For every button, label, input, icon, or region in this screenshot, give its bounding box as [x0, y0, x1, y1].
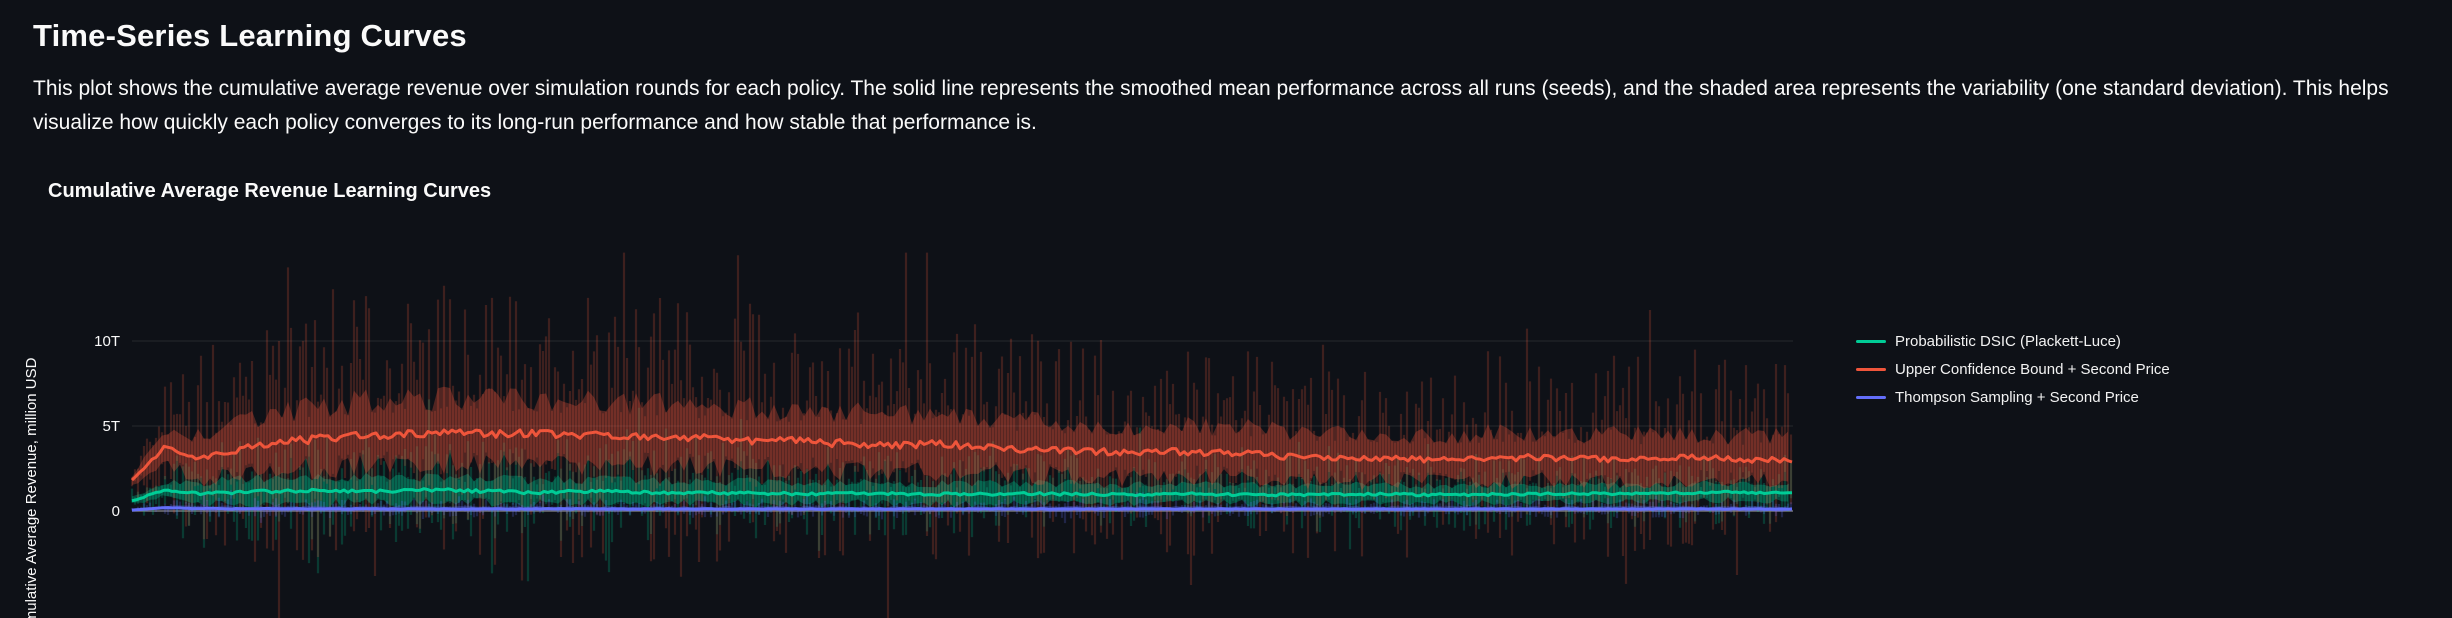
legend-item-ucb-second-price[interactable]: Upper Confidence Bound + Second Price: [1856, 361, 2170, 378]
page-title: Time-Series Learning Curves: [33, 18, 467, 53]
legend-label: Upper Confidence Bound + Second Price: [1895, 361, 2170, 378]
legend-item-probabilistic-dsic[interactable]: Probabilistic DSIC (Plackett-Luce): [1856, 333, 2170, 350]
mean-line-2: [131, 506, 1793, 512]
band-core-1: [132, 386, 1788, 491]
y-tick-label: 10T: [94, 333, 120, 350]
chart-block: Cumulative Average Revenue Learning Curv…: [23, 180, 2419, 618]
chart-title: Cumulative Average Revenue Learning Curv…: [48, 180, 492, 202]
mean-line-1: [130, 428, 1793, 482]
mean-line-0: [131, 487, 1793, 503]
legend-swatch-red: [1856, 368, 1886, 371]
y-tick-label: 5T: [102, 418, 120, 435]
learning-curves-plot[interactable]: 0 5T 10T Cumulative Average Revenue, millio…: [0, 210, 2452, 618]
legend-label: Probabilistic DSIC (Plackett-Luce): [1895, 333, 2121, 350]
page-description: This plot shows the cumulative average r…: [33, 77, 2389, 134]
legend-item-thompson-sampling[interactable]: Thompson Sampling + Second Price: [1856, 389, 2170, 406]
legend-swatch-green: [1856, 340, 1886, 343]
legend-swatch-blue: [1856, 396, 1886, 399]
legend-label: Thompson Sampling + Second Price: [1895, 389, 2139, 406]
y-tick-label: 0: [112, 503, 120, 520]
legend: Probabilistic DSIC (Plackett-Luce) Upper…: [1856, 333, 2170, 406]
band-core-0: [132, 472, 1788, 508]
y-axis-title: Cumulative Average Revenue, million USD: [23, 357, 40, 618]
